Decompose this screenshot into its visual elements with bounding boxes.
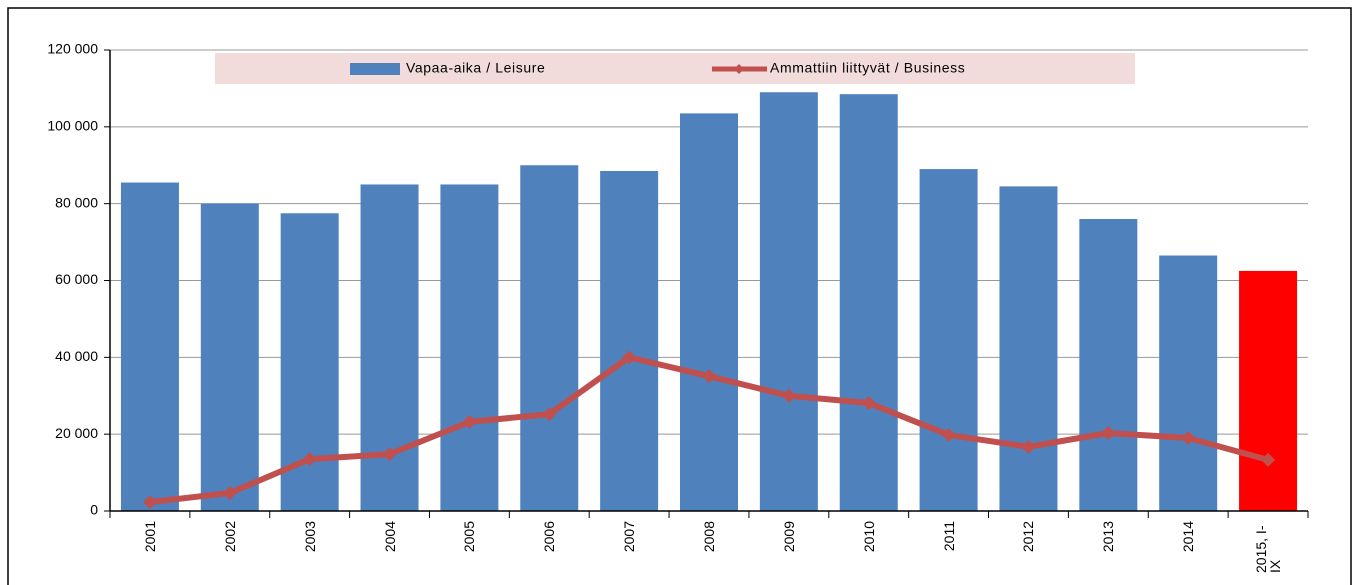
- bar: [360, 184, 419, 512]
- line-marker: [1101, 426, 1116, 441]
- legend-swatch: [350, 63, 400, 75]
- line-marker: [302, 452, 317, 467]
- line-marker: [781, 388, 796, 403]
- x-tick-label: 2004: [381, 521, 398, 553]
- bar: [919, 169, 978, 511]
- legend-marker: [734, 64, 744, 74]
- bar: [600, 171, 659, 511]
- bar: [839, 94, 898, 511]
- x-tick-label: 2008: [701, 521, 717, 553]
- line-marker: [1181, 431, 1196, 446]
- y-tick-label: 80 000: [55, 194, 98, 210]
- line-marker: [1261, 452, 1276, 467]
- bar: [999, 186, 1058, 512]
- bar: [1079, 219, 1138, 512]
- x-tick-label: 2002: [221, 521, 238, 553]
- line-marker: [622, 350, 637, 365]
- x-tick-label: 2012: [1020, 521, 1037, 553]
- line-marker: [861, 396, 876, 411]
- y-tick-label: 100 000: [47, 118, 98, 134]
- bar: [120, 182, 179, 511]
- x-tick-label: 2014: [1180, 521, 1197, 553]
- line-marker: [222, 485, 237, 500]
- x-tick-label: 2009: [780, 521, 797, 553]
- line-marker: [941, 427, 956, 442]
- x-tick-label: 2003: [301, 521, 318, 553]
- line-marker: [462, 414, 477, 429]
- y-tick-label: 120 000: [47, 41, 98, 57]
- bar: [680, 113, 738, 511]
- x-tick-label: 2007: [621, 521, 638, 553]
- bar: [1239, 270, 1298, 511]
- x-tick-label: 2015, I-IX: [1253, 525, 1284, 573]
- line-marker: [1021, 439, 1036, 454]
- y-tick-label: 0: [90, 502, 98, 518]
- x-tick-label: 2010: [860, 521, 877, 553]
- bar: [1159, 255, 1218, 511]
- x-tick-label: 2005: [461, 521, 478, 553]
- bar: [200, 203, 259, 511]
- x-tick-label: 2001: [141, 521, 158, 553]
- y-tick-label: 60 000: [55, 271, 98, 287]
- bar: [440, 184, 499, 512]
- y-tick-label: 20 000: [55, 425, 98, 441]
- legend-label: Ammattiin liittyvät / Business: [770, 60, 965, 76]
- bar: [759, 92, 818, 511]
- line-marker: [702, 369, 716, 384]
- line-marker: [382, 447, 397, 462]
- x-tick-label: 2006: [541, 521, 558, 553]
- line-marker: [542, 407, 557, 422]
- x-tick-label: 2013: [1100, 521, 1117, 553]
- y-tick-label: 40 000: [55, 348, 98, 364]
- line-marker: [142, 495, 157, 510]
- legend-label: Vapaa-aika / Leisure: [406, 60, 545, 76]
- bar: [520, 165, 579, 511]
- x-tick-label: 2011: [940, 521, 957, 552]
